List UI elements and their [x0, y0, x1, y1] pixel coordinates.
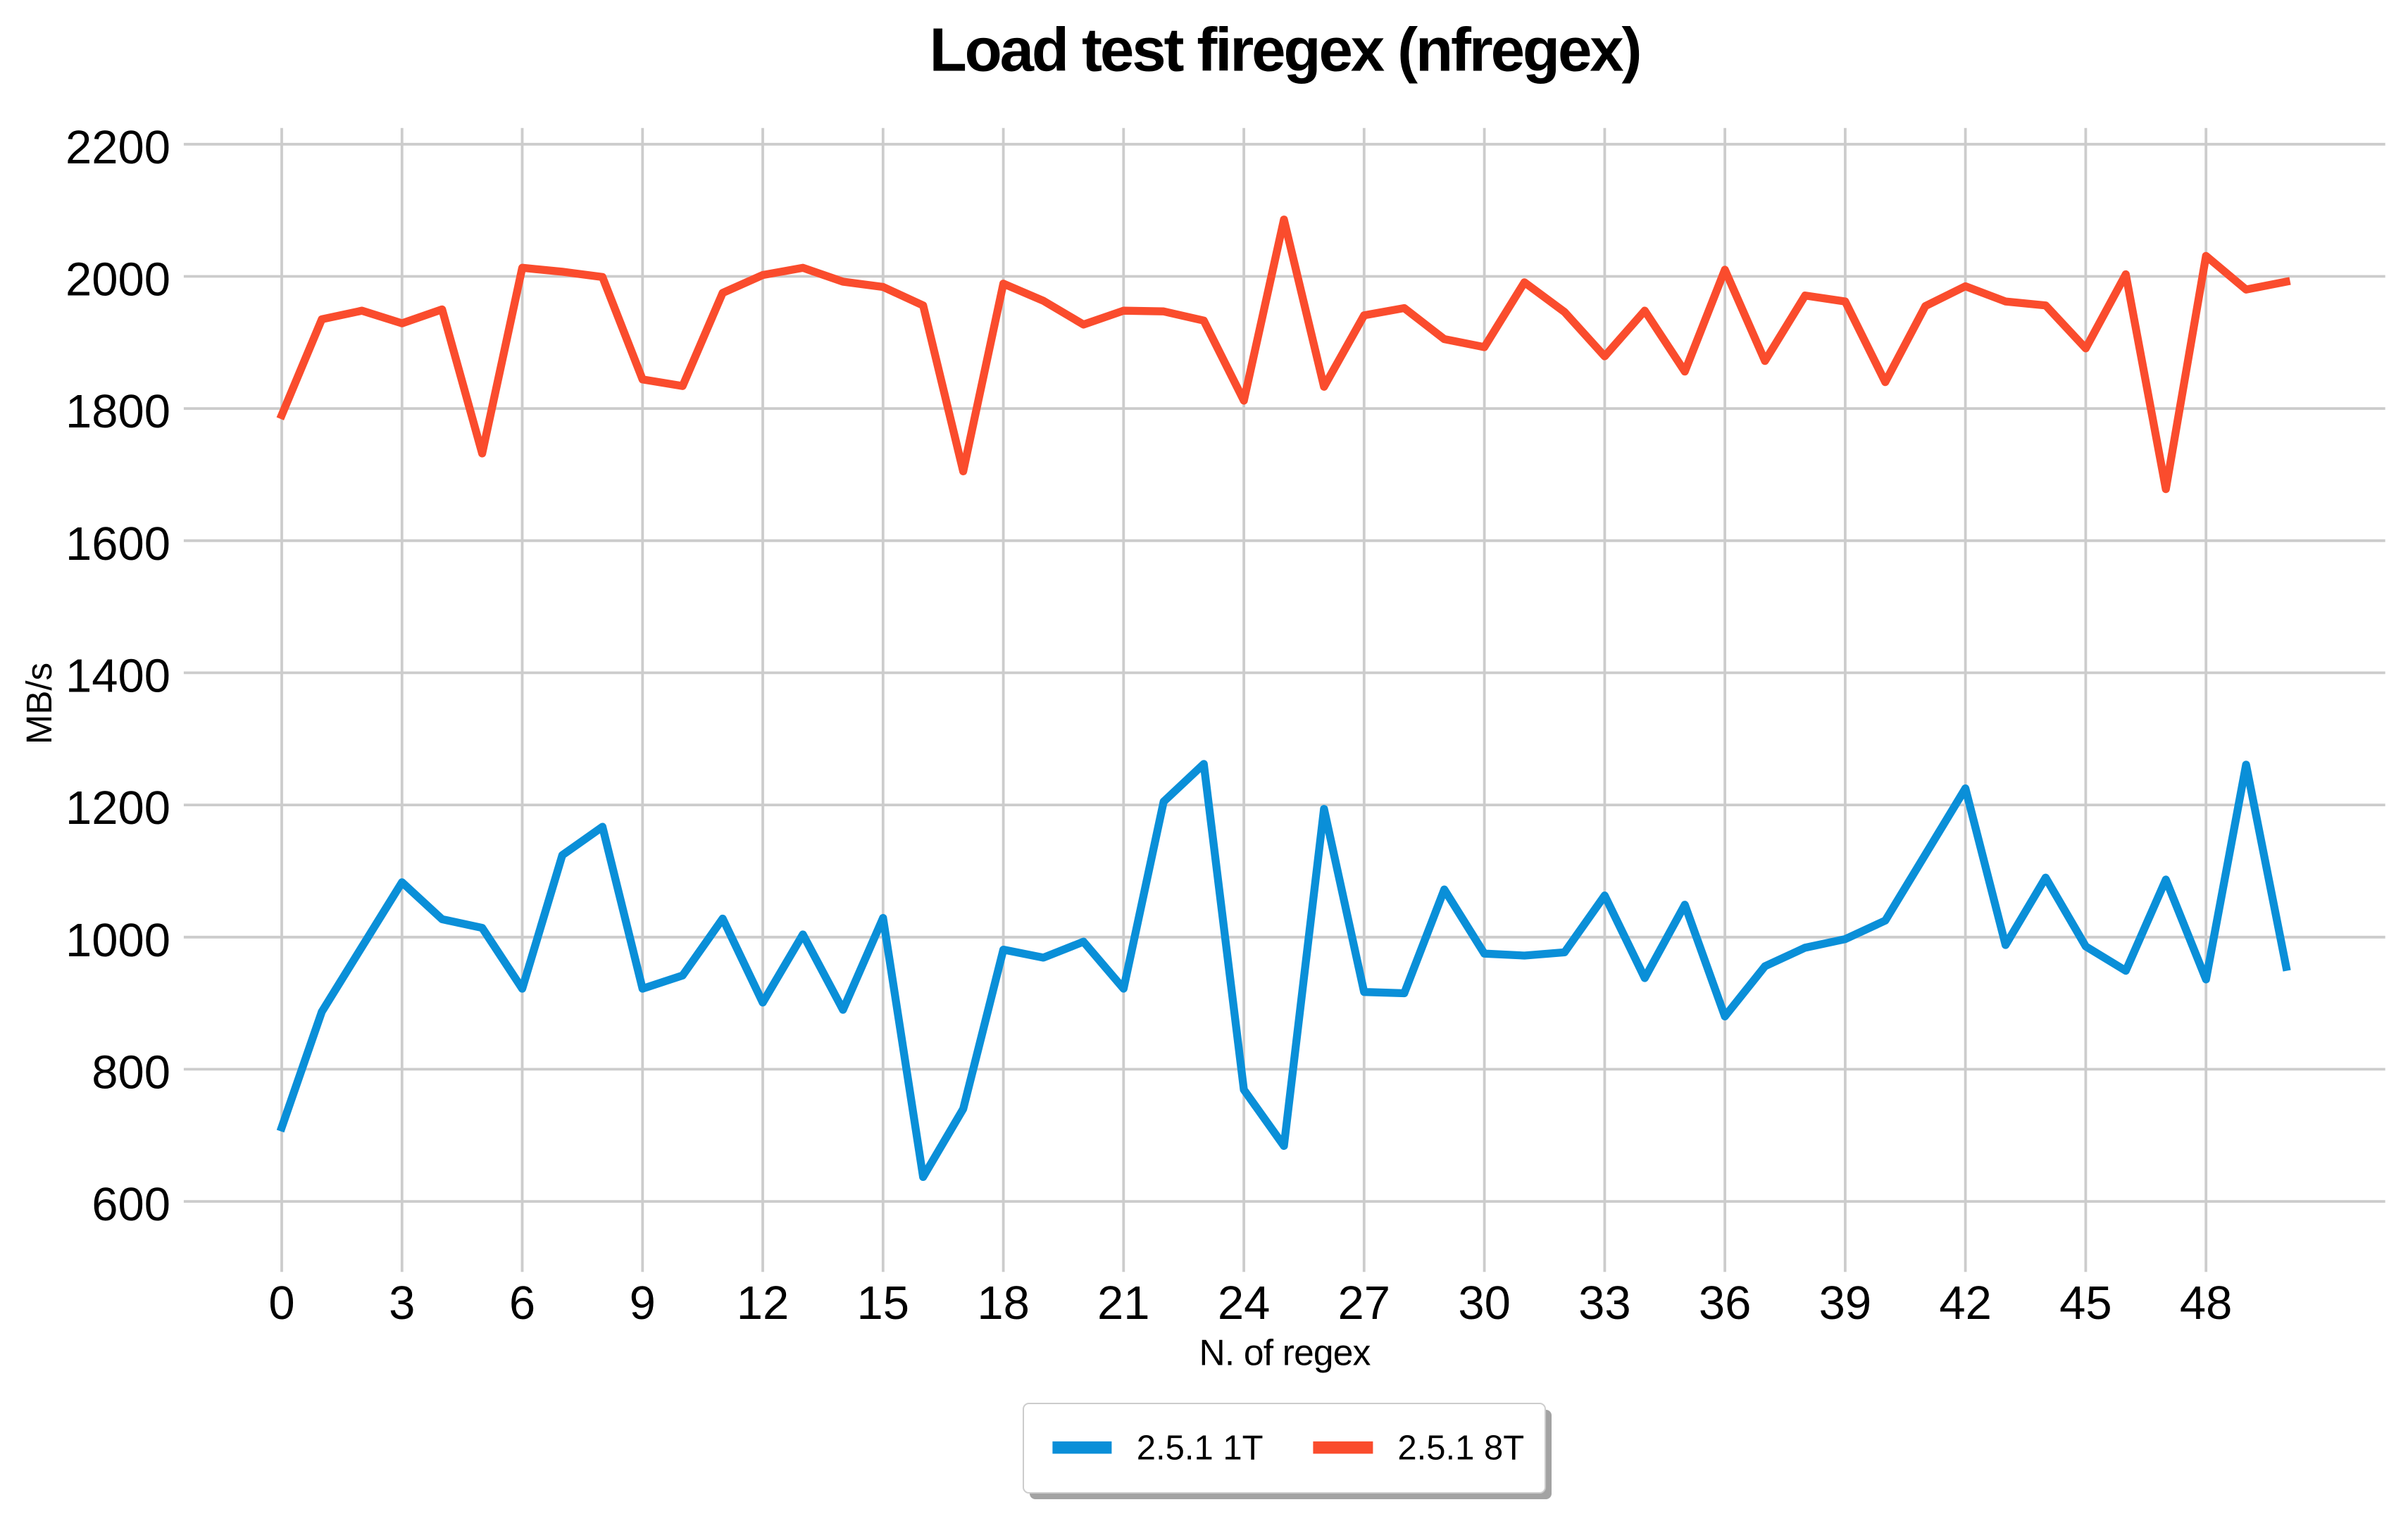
svg-text:1200: 1200 [65, 782, 170, 834]
svg-text:3: 3 [389, 1277, 415, 1330]
svg-text:2.5.1 1T: 2.5.1 1T [1137, 1429, 1264, 1468]
svg-text:1400: 1400 [65, 649, 170, 702]
svg-text:2000: 2000 [65, 254, 170, 306]
svg-text:45: 45 [2059, 1277, 2112, 1330]
svg-text:MB/s: MB/s [19, 663, 59, 744]
svg-text:0: 0 [268, 1277, 294, 1330]
svg-text:48: 48 [2180, 1277, 2233, 1330]
svg-text:1600: 1600 [65, 518, 170, 570]
svg-text:30: 30 [1458, 1277, 1511, 1330]
svg-text:Load test firegex (nfregex): Load test firegex (nfregex) [930, 16, 1640, 85]
svg-text:2.5.1 8T: 2.5.1 8T [1397, 1429, 1524, 1468]
svg-text:2200: 2200 [65, 121, 170, 174]
svg-text:1800: 1800 [65, 385, 170, 438]
svg-text:27: 27 [1338, 1277, 1391, 1330]
svg-text:39: 39 [1819, 1277, 1872, 1330]
svg-text:33: 33 [1578, 1277, 1631, 1330]
svg-text:15: 15 [857, 1277, 910, 1330]
svg-text:21: 21 [1097, 1277, 1150, 1330]
svg-text:N. of regex: N. of regex [1199, 1332, 1371, 1373]
svg-text:18: 18 [977, 1277, 1030, 1330]
svg-text:6: 6 [509, 1277, 535, 1330]
svg-text:600: 600 [92, 1178, 170, 1231]
svg-text:1000: 1000 [65, 914, 170, 967]
svg-text:36: 36 [1699, 1277, 1752, 1330]
svg-text:9: 9 [630, 1277, 656, 1330]
svg-text:12: 12 [737, 1277, 790, 1330]
svg-text:800: 800 [92, 1046, 170, 1099]
svg-text:42: 42 [1939, 1277, 1992, 1330]
svg-text:24: 24 [1218, 1277, 1271, 1330]
